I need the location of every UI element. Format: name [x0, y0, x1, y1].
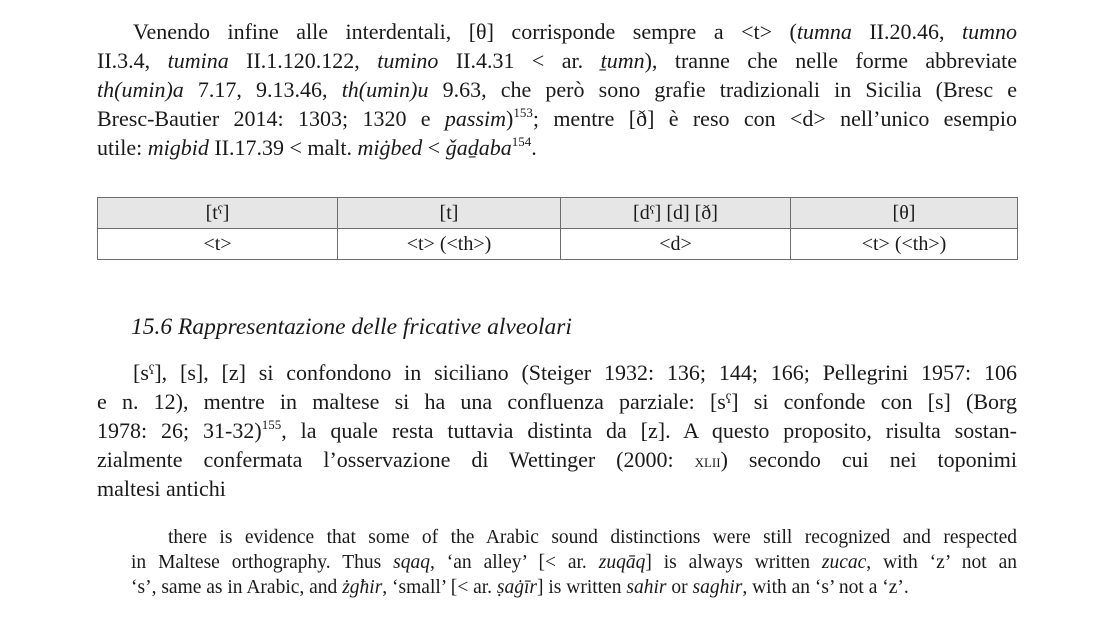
text-run: tumino — [377, 48, 439, 73]
text-run: zucac — [821, 552, 867, 573]
text-run: ] is written — [537, 577, 627, 598]
table-header-cell: [dˤ] [d] [ð] — [560, 197, 791, 229]
text-line: [sˤ], [s], [z] si confondono in sicilian… — [97, 358, 1017, 387]
footnote-ref: 153 — [513, 105, 533, 120]
text-run: sqaq — [393, 552, 430, 573]
block-quote: there is evidence that some of the Arabi… — [131, 525, 1017, 600]
text-line: in Maltese orthography. Thus sqaq, ‘an a… — [131, 550, 1017, 575]
text-run: saghir — [692, 577, 743, 598]
footnote-ref: 155 — [261, 417, 282, 432]
text-run: migbid — [147, 135, 209, 160]
text-line: e n. 12), mentre in maltese si ha una co… — [97, 387, 1017, 416]
text-run: , with ‘z’ not an — [866, 552, 1018, 573]
text-run: ǧaḏaba — [445, 135, 512, 160]
table-header-cell: [tˤ] — [97, 197, 338, 229]
text-line: zialmente confermata l’osservazione di W… — [97, 445, 1017, 474]
text-line: II.3.4, tumina II.1.120.122, tumino II.4… — [97, 46, 1017, 75]
text-run: tumina — [167, 48, 229, 73]
text-run: sahir — [626, 577, 667, 598]
table-cell: <d> — [560, 228, 791, 260]
text-run: ‘s’, same as in Arabic, and — [131, 577, 343, 598]
text-run: th(umin)a — [97, 77, 184, 102]
text-line: Bresc-Bautier 2014: 1303; 1320 e passim)… — [97, 104, 1017, 133]
table-row: <t> <t> (<th>) <d> <t> (<th>) — [97, 228, 1018, 260]
text-run: or — [666, 577, 693, 598]
text-run: xlii — [694, 451, 721, 472]
section-heading: 15.6 Rappresentazione delle fricative al… — [131, 314, 572, 340]
text-run: there is evidence that some of the Arabi… — [168, 527, 1017, 548]
paragraph-fricatives: [sˤ], [s], [z] si confondono in sicilian… — [97, 358, 1017, 503]
text-run: II.3.4, — [97, 48, 168, 73]
table-header-row: [tˤ] [t] [dˤ] [d] [ð] [θ] — [97, 197, 1018, 229]
text-run: II.1.120.122, — [228, 48, 378, 73]
text-run: żgħir — [342, 577, 383, 598]
table-cell: <t> — [97, 228, 338, 260]
text-run: II.17.39 < malt. — [208, 135, 358, 160]
text-run: Venendo infine alle interdentali, [θ] co… — [133, 19, 797, 44]
text-run: 1978: 26; 31-32) — [97, 418, 262, 443]
text-run: II.4.31 < ar. — [438, 48, 601, 73]
text-run: , ‘an alley’ [< ar. — [429, 552, 599, 573]
text-line: 1978: 26; 31-32)155, la quale resta tutt… — [97, 416, 1017, 445]
text-run: e n. 12), mentre in maltese si ha una co… — [97, 389, 1017, 414]
text-line: ‘s’, same as in Arabic, and żgħir, ‘smal… — [131, 575, 1017, 600]
text-run: II.20.46, — [851, 19, 962, 44]
text-run: Bresc-Bautier 2014: 1303; 1320 e — [97, 106, 445, 131]
text-run: [sˤ], [s], [z] si confondono in sicilian… — [133, 360, 1017, 385]
text-line: th(umin)a 7.17, 9.13.46, th(umin)u 9.63,… — [97, 75, 1017, 104]
text-run: < — [422, 135, 446, 160]
text-line: utile: migbid II.17.39 < malt. miġbed < … — [97, 133, 1017, 162]
text-run: 7.17, 9.13.46, — [183, 77, 342, 102]
text-run: , with an ‘s’ not a ‘z’. — [742, 577, 909, 598]
text-run: passim — [444, 106, 507, 131]
text-run: ] is always written — [645, 552, 822, 573]
text-run: utile: — [97, 135, 148, 160]
table-header-cell: [t] — [337, 197, 561, 229]
correspondence-table: [tˤ] [t] [dˤ] [d] [ð] [θ] <t> <t> (<th>)… — [97, 197, 1018, 260]
text-run: ), tranne che nelle forme abbreviate — [644, 48, 1018, 73]
text-run: ) — [506, 106, 514, 131]
text-line: maltesi antichi — [97, 474, 1017, 503]
text-run: 9.63, che però sono grafie tradizionali … — [428, 77, 1018, 102]
paragraph-interdentals: Venendo infine alle interdentali, [θ] co… — [97, 17, 1017, 162]
text-run: zialmente confermata l’osservazione di W… — [97, 447, 695, 472]
text-run: zuqāq — [598, 552, 646, 573]
text-run: , la quale resta tuttavia distinta da [z… — [281, 418, 1017, 443]
table-header-cell: [θ] — [790, 197, 1018, 229]
table-cell: <t> (<th>) — [790, 228, 1018, 260]
footnote-ref: 154 — [511, 134, 532, 149]
text-run: maltesi antichi — [97, 476, 226, 501]
text-run: ṯumn — [600, 48, 645, 73]
text-run: . — [531, 135, 537, 160]
text-line: there is evidence that some of the Arabi… — [131, 525, 1017, 550]
text-run: in Maltese orthography. Thus — [131, 552, 394, 573]
text-run: ) secondo cui nei toponimi — [720, 447, 1017, 472]
text-run: miġbed — [357, 135, 423, 160]
text-run: ṣaġīr — [496, 577, 538, 598]
text-line: Venendo infine alle interdentali, [θ] co… — [97, 17, 1017, 46]
text-run: ; mentre [ð] è reso con <d> nell’unico e… — [532, 106, 1017, 131]
text-run: th(umin)u — [341, 77, 429, 102]
text-run: , ‘small’ [< ar. — [382, 577, 497, 598]
table-cell: <t> (<th>) — [337, 228, 561, 260]
text-run: tumna — [796, 19, 852, 44]
text-run: tumno — [962, 19, 1017, 44]
